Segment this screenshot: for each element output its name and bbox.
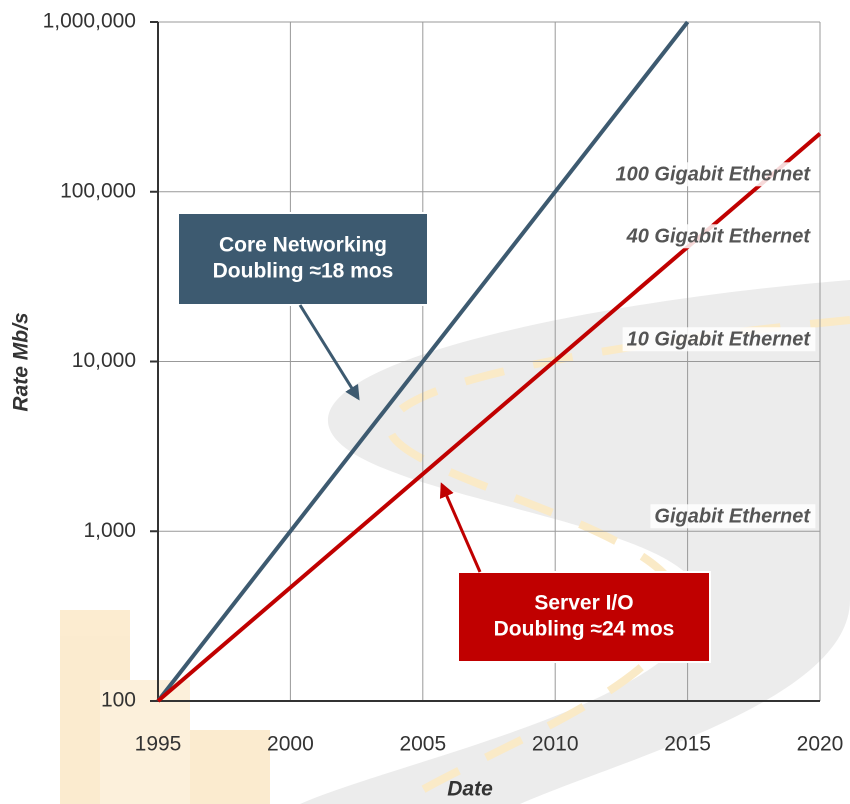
chart: Date Rate Mb/s 1995 2000 2005 2010 2015 2020 1…	[0, 0, 850, 804]
callout-text: Doubling ≈18 mos	[213, 260, 394, 283]
callout-text: Core Networking	[219, 234, 387, 257]
ethernet-label: Gigabit Ethernet	[654, 505, 811, 527]
ethernet-label: 10 Gigabit Ethernet	[627, 328, 812, 350]
x-tick-label: 2010	[532, 733, 579, 756]
callout-arrow	[300, 305, 358, 398]
x-tick-label: 2015	[664, 733, 711, 756]
background-decoration	[60, 280, 850, 804]
y-tick-label: 100,000	[60, 179, 136, 202]
y-tick-label: 100	[101, 689, 136, 712]
x-tick-label: 2000	[267, 733, 314, 756]
callout-arrow	[442, 485, 480, 572]
x-tick-label: 2005	[399, 733, 446, 756]
ethernet-label: 100 Gigabit Ethernet	[616, 163, 812, 185]
callout-text: Doubling ≈24 mos	[494, 618, 675, 641]
x-axis-label: Date	[447, 778, 493, 801]
x-tick-label: 2020	[797, 733, 844, 756]
y-tick-label: 1,000	[83, 519, 136, 542]
y-tick-label: 10,000	[72, 349, 136, 372]
y-tick-label: 1,000,000	[43, 10, 136, 33]
y-axis-label: Rate Mb/s	[10, 312, 33, 411]
callout-text: Server I/O	[534, 592, 633, 615]
x-tick-label: 1995	[135, 733, 182, 756]
ethernet-label: 40 Gigabit Ethernet	[626, 225, 812, 247]
